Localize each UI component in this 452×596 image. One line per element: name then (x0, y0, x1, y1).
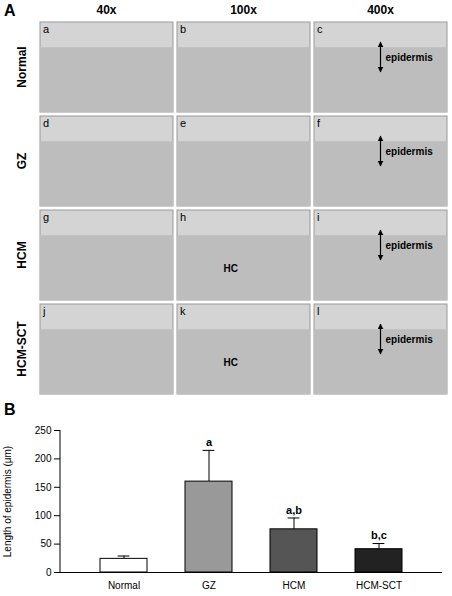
svg-text:A: A (4, 2, 16, 19)
svg-text:HC: HC (224, 263, 238, 274)
svg-text:epidermis: epidermis (386, 334, 434, 345)
svg-text:f: f (317, 117, 321, 129)
svg-text:100: 100 (35, 510, 52, 521)
svg-text:i: i (317, 211, 319, 223)
svg-text:Normal: Normal (108, 580, 140, 591)
svg-text:k: k (180, 305, 186, 317)
svg-text:200: 200 (35, 453, 52, 464)
svg-text:g: g (43, 211, 49, 223)
svg-text:d: d (43, 117, 49, 129)
svg-text:l: l (317, 305, 319, 317)
svg-text:HCM-SCT: HCM-SCT (356, 580, 402, 591)
svg-text:j: j (42, 305, 45, 317)
svg-text:HCM: HCM (283, 580, 306, 591)
svg-text:b: b (180, 23, 186, 35)
svg-text:epidermis: epidermis (386, 240, 434, 251)
svg-text:Normal: Normal (15, 46, 29, 87)
svg-text:epidermis: epidermis (386, 52, 434, 63)
svg-text:c: c (317, 23, 323, 35)
svg-text:epidermis: epidermis (386, 146, 434, 157)
html-text:B: B (4, 401, 16, 418)
svg-text:50: 50 (40, 538, 52, 549)
svg-text:GZ: GZ (202, 580, 216, 591)
svg-text:HC: HC (224, 357, 238, 368)
svg-text:Length of epidermis (μm): Length of epidermis (μm) (2, 446, 13, 557)
svg-text:b,c: b,c (371, 529, 387, 541)
svg-text:HCM: HCM (15, 241, 29, 268)
svg-text:GZ: GZ (15, 153, 29, 170)
svg-text:250: 250 (35, 425, 52, 436)
svg-text:HCM-SCT: HCM-SCT (15, 321, 29, 377)
svg-text:100x: 100x (230, 3, 257, 17)
svg-text:a,b: a,b (286, 503, 302, 515)
svg-text:0: 0 (46, 567, 52, 578)
svg-text:a: a (206, 436, 213, 448)
svg-text:e: e (180, 117, 186, 129)
svg-text:h: h (180, 211, 186, 223)
svg-text:150: 150 (35, 482, 52, 493)
svg-text:400x: 400x (367, 3, 394, 17)
svg-text:40x: 40x (96, 3, 116, 17)
svg-text:a: a (43, 23, 50, 35)
